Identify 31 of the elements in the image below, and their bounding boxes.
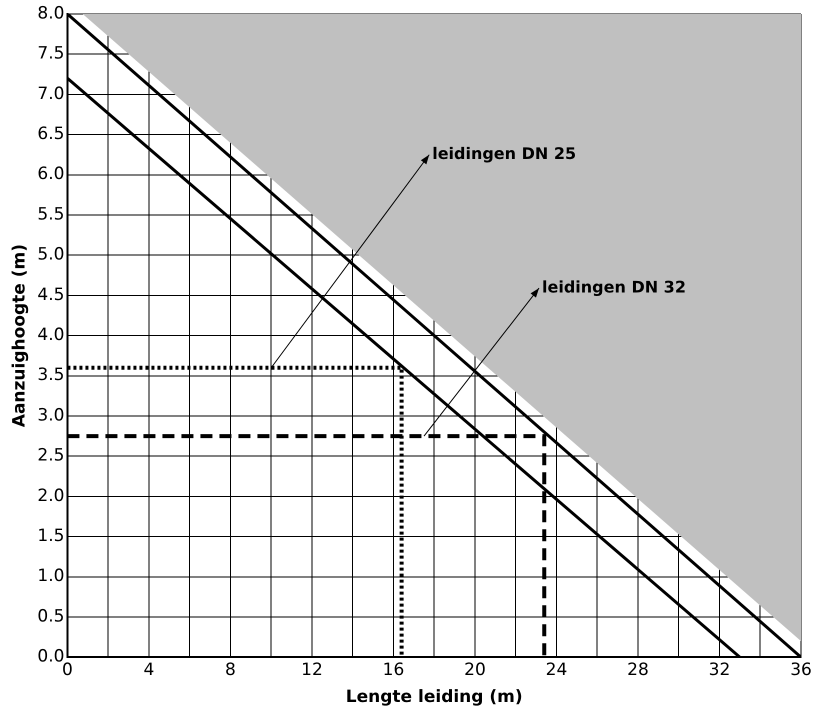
y-tick-label: 2.5 xyxy=(37,446,64,466)
x-axis-title: Lengte leiding (m) xyxy=(346,687,523,708)
y-tick-label: 2.0 xyxy=(37,486,64,506)
x-tick-label: 24 xyxy=(546,660,568,680)
y-tick-label: 0.0 xyxy=(37,646,64,667)
y-tick-label: 6.5 xyxy=(37,124,64,144)
x-tick-label: 36 xyxy=(790,660,812,680)
y-tick-label: 1.5 xyxy=(37,526,64,546)
y-tick-label: 0.5 xyxy=(37,606,64,626)
y-tick-label: 1.0 xyxy=(37,566,64,586)
annotation: leidingen DN 32 xyxy=(542,277,686,296)
y-tick-label: 5.5 xyxy=(37,204,64,224)
y-tick-label: 3.0 xyxy=(37,405,64,426)
y-tick-label: 3.5 xyxy=(37,365,64,386)
y-tick-label: 7.0 xyxy=(37,84,64,104)
y-tick-label: 7.5 xyxy=(37,44,64,64)
x-tick-label: 0 xyxy=(62,660,73,680)
y-tick-label: 6.0 xyxy=(37,164,64,184)
x-tick-label: 16 xyxy=(382,660,404,680)
x-tick-label: 20 xyxy=(464,660,486,680)
y-tick-label: 4.0 xyxy=(37,325,64,346)
x-tick-label: 28 xyxy=(627,660,649,680)
y-axis-title: Aanzuighoogte (m) xyxy=(10,244,30,428)
y-tick-label: 4.5 xyxy=(37,284,64,305)
x-tick-label: 12 xyxy=(301,660,323,680)
x-tick-label: 4 xyxy=(144,660,154,680)
y-tick-label: 8.0 xyxy=(37,3,64,24)
x-tick-label: 8 xyxy=(225,660,236,680)
annotation: leidingen DN 25 xyxy=(432,144,576,163)
y-tick-label: 5.0 xyxy=(37,244,64,265)
x-tick-label: 32 xyxy=(708,660,730,680)
